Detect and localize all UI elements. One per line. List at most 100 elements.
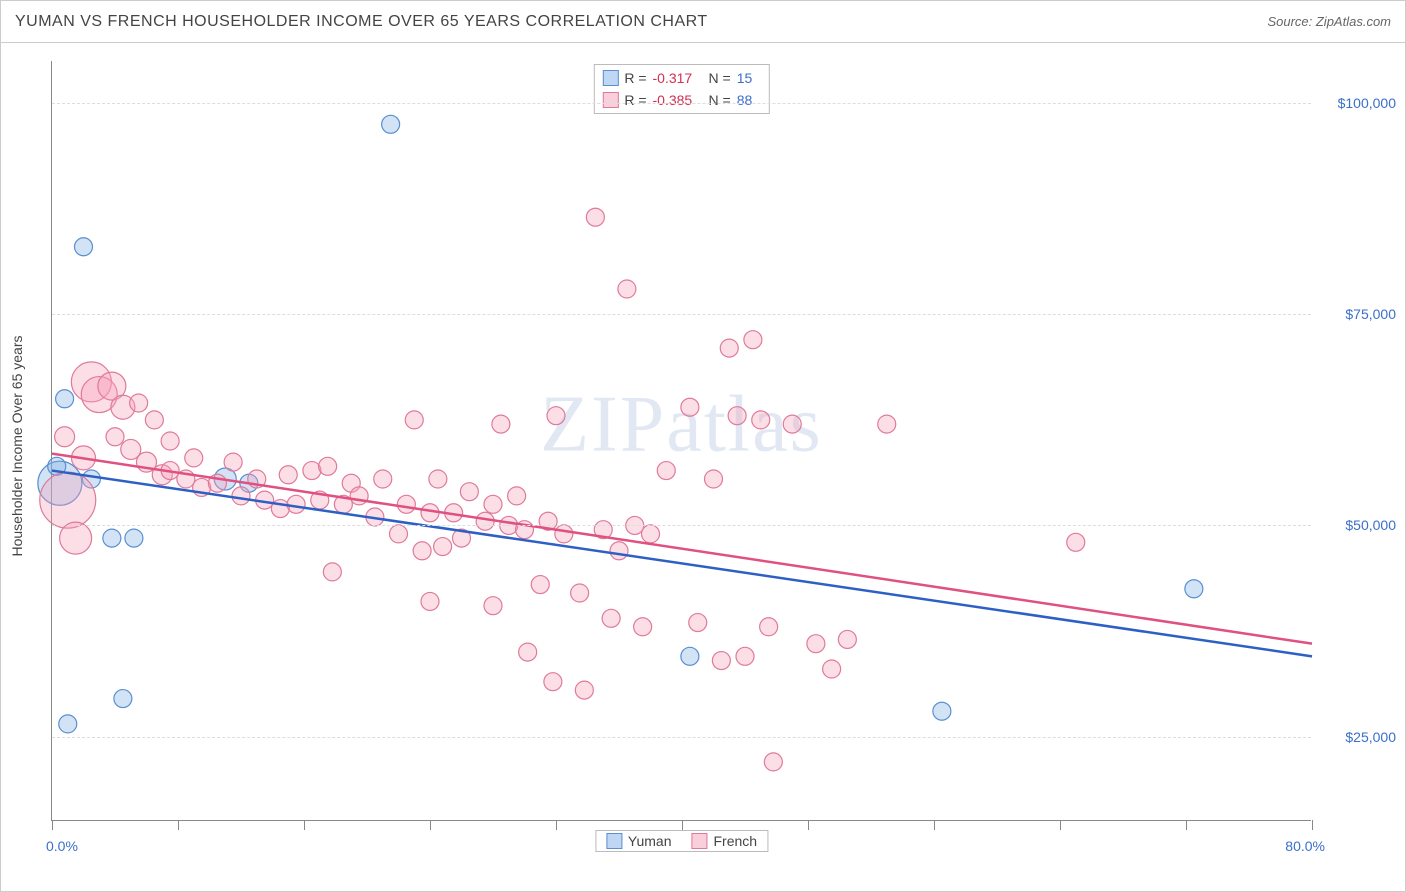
point-french [40, 472, 96, 528]
scatter-svg [52, 61, 1311, 820]
legend-label-french: French [714, 833, 758, 849]
point-french [571, 584, 589, 602]
source-attribution: Source: ZipAtlas.com [1267, 14, 1391, 29]
point-french [712, 652, 730, 670]
x-tick [1060, 820, 1061, 830]
point-french [374, 470, 392, 488]
y-tick-label: $75,000 [1316, 306, 1396, 322]
point-french [421, 592, 439, 610]
point-french [586, 208, 604, 226]
point-french [303, 462, 321, 480]
point-french [484, 597, 502, 615]
point-french [429, 470, 447, 488]
point-yuman [125, 529, 143, 547]
point-yuman [56, 390, 74, 408]
point-yuman [114, 690, 132, 708]
point-french [390, 525, 408, 543]
y-tick-label: $50,000 [1316, 517, 1396, 533]
x-tick [808, 820, 809, 830]
trendline-yuman [52, 471, 1312, 657]
swatch-pink-icon [692, 833, 708, 849]
swatch-blue-icon [606, 833, 622, 849]
point-french [657, 462, 675, 480]
point-french [705, 470, 723, 488]
point-french [145, 411, 163, 429]
point-french [232, 487, 250, 505]
gridline [52, 103, 1311, 104]
point-french [413, 542, 431, 560]
point-yuman [59, 715, 77, 733]
legend-item-yuman: Yuman [606, 833, 672, 849]
point-french [508, 487, 526, 505]
x-axis-min-label: 0.0% [46, 838, 78, 854]
point-french [519, 643, 537, 661]
point-french [106, 428, 124, 446]
point-french [319, 457, 337, 475]
point-french [224, 453, 242, 471]
point-french [279, 466, 297, 484]
point-french [736, 647, 754, 665]
title-bar: YUMAN VS FRENCH HOUSEHOLDER INCOME OVER … [1, 1, 1405, 43]
point-french [544, 673, 562, 691]
point-french [555, 525, 573, 543]
point-french [618, 280, 636, 298]
x-tick [556, 820, 557, 830]
point-french [287, 495, 305, 513]
y-axis-title: Householder Income Over 65 years [9, 336, 25, 557]
point-french [744, 331, 762, 349]
chart-container: YUMAN VS FRENCH HOUSEHOLDER INCOME OVER … [0, 0, 1406, 892]
x-tick [682, 820, 683, 830]
point-french [323, 563, 341, 581]
point-yuman [103, 529, 121, 547]
point-french [752, 411, 770, 429]
point-french [434, 538, 452, 556]
point-french [1067, 533, 1085, 551]
point-french [484, 495, 502, 513]
point-french [838, 630, 856, 648]
point-french [185, 449, 203, 467]
point-french [681, 398, 699, 416]
point-french [720, 339, 738, 357]
point-french [460, 483, 478, 501]
x-tick [178, 820, 179, 830]
x-tick [52, 820, 53, 830]
point-french [397, 495, 415, 513]
point-french [642, 525, 660, 543]
point-french [60, 522, 92, 554]
point-yuman [1185, 580, 1203, 598]
legend-label-yuman: Yuman [628, 833, 672, 849]
point-french [531, 576, 549, 594]
point-french [610, 542, 628, 560]
gridline [52, 525, 1311, 526]
point-yuman [681, 647, 699, 665]
x-tick [1186, 820, 1187, 830]
point-french [728, 407, 746, 425]
point-yuman [933, 702, 951, 720]
point-french [878, 415, 896, 433]
point-french [689, 614, 707, 632]
legend-bottom: Yuman French [595, 830, 768, 852]
point-french [783, 415, 801, 433]
point-french [547, 407, 565, 425]
point-yuman [382, 115, 400, 133]
point-french [602, 609, 620, 627]
trendline-french [52, 454, 1312, 644]
point-french [760, 618, 778, 636]
point-french [807, 635, 825, 653]
x-tick [304, 820, 305, 830]
point-french [492, 415, 510, 433]
y-tick-label: $25,000 [1316, 729, 1396, 745]
point-yuman [75, 238, 93, 256]
x-axis-max-label: 80.0% [1285, 838, 1325, 854]
gridline [52, 314, 1311, 315]
point-french [130, 394, 148, 412]
point-french [161, 432, 179, 450]
point-french [634, 618, 652, 636]
point-french [575, 681, 593, 699]
x-tick [1312, 820, 1313, 830]
point-french [405, 411, 423, 429]
chart-title: YUMAN VS FRENCH HOUSEHOLDER INCOME OVER … [15, 13, 708, 31]
point-french [823, 660, 841, 678]
point-french [476, 512, 494, 530]
y-tick-label: $100,000 [1316, 95, 1396, 111]
